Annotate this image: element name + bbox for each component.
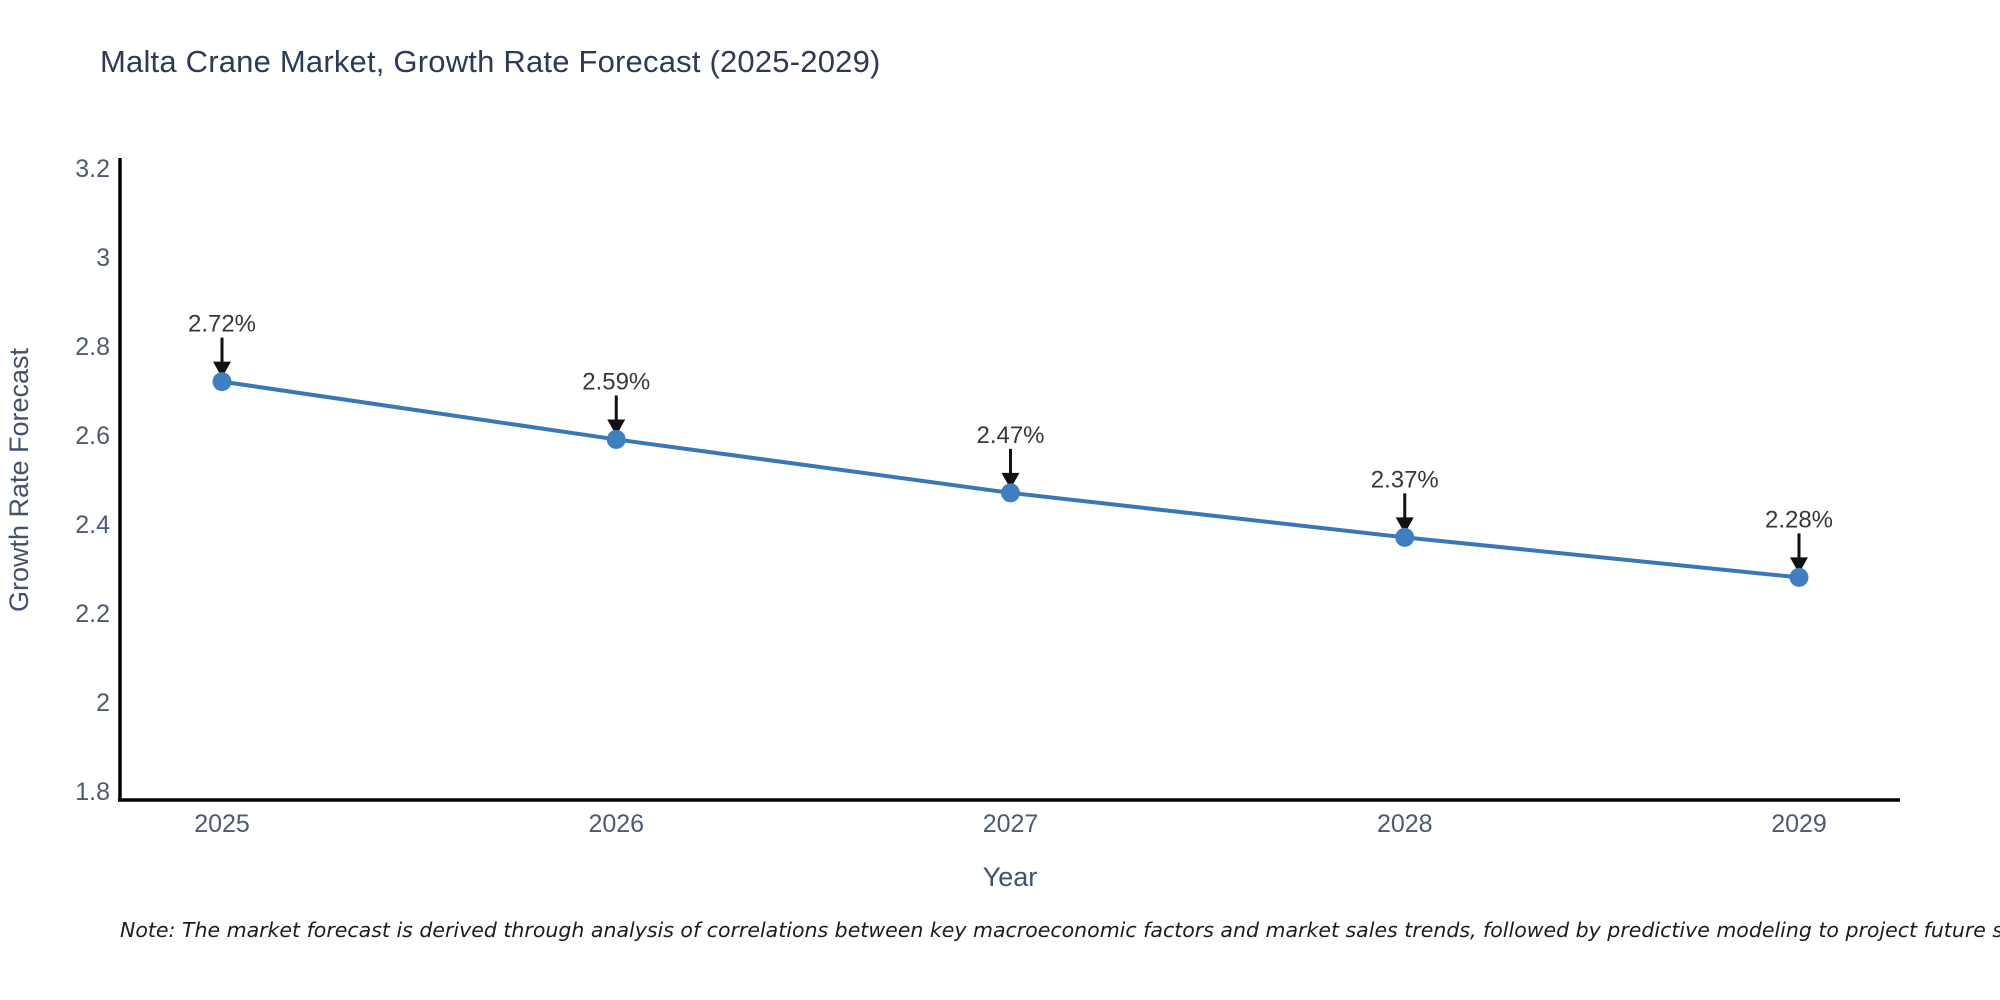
x-tick-label: 2026 — [588, 810, 644, 838]
data-point-marker — [1395, 527, 1415, 547]
annotation-arrowhead — [607, 419, 626, 436]
y-tick-label: 1.8 — [75, 778, 110, 806]
chart-note: Note: The market forecast is derived thr… — [120, 918, 2000, 942]
x-axis-title: Year — [983, 862, 1038, 892]
y-tick-label: 2.6 — [75, 422, 110, 450]
data-point-marker — [212, 372, 232, 392]
data-label: 2.59% — [582, 368, 650, 395]
x-tick-label: 2027 — [983, 810, 1039, 838]
y-tick-label: 2.8 — [75, 333, 110, 361]
data-point-marker — [606, 429, 626, 449]
y-tick-label: 2.2 — [75, 600, 110, 628]
data-label: 2.28% — [1765, 506, 1833, 533]
y-tick-label: 2 — [96, 689, 110, 717]
annotation-arrowhead — [1395, 517, 1414, 534]
x-tick-label: 2028 — [1377, 810, 1433, 838]
annotation-arrowhead — [1790, 557, 1808, 574]
data-point-marker — [1789, 567, 1809, 587]
y-tick-label: 3 — [96, 244, 110, 272]
x-tick-label: 2029 — [1771, 810, 1827, 838]
annotation-arrowhead — [213, 361, 231, 378]
chart-title: Malta Crane Market, Growth Rate Forecast… — [100, 44, 881, 79]
annotation-arrowhead — [1001, 472, 1020, 489]
data-label: 2.72% — [188, 311, 256, 338]
data-label: 2.47% — [976, 422, 1044, 449]
y-tick-label: 3.2 — [75, 155, 110, 183]
x-tick-label: 2025 — [194, 810, 250, 838]
data-point-marker — [1001, 483, 1020, 503]
data-label: 2.37% — [1371, 466, 1439, 493]
y-tick-label: 2.4 — [75, 511, 110, 539]
y-axis-title: Growth Rate Forecast — [4, 347, 34, 612]
